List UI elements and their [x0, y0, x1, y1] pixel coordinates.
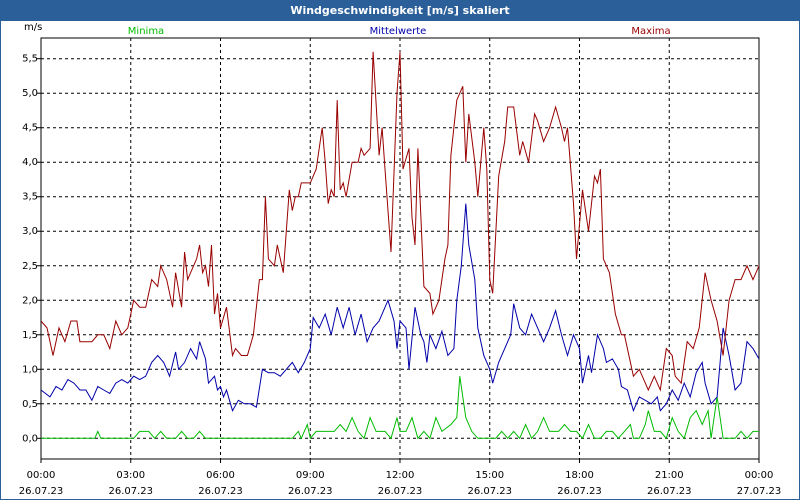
x-tick-time: 00:00 [27, 470, 56, 481]
series-line-minima [41, 376, 759, 440]
window-title: Windgeschwindigkeit [m/s] skaliert [1, 1, 799, 21]
x-tick-date: 26.07.23 [19, 486, 64, 497]
x-tick-time: 18:00 [565, 470, 594, 481]
legend-minima: Minima [128, 26, 164, 37]
x-tick-date: 27.07.23 [737, 486, 782, 497]
series-line-maxima [41, 51, 759, 392]
y-tick-label: 0,5 [22, 399, 38, 410]
x-tick-date: 26.07.23 [198, 486, 243, 497]
x-tick-time: 15:00 [475, 470, 504, 481]
y-tick-label: 4,5 [22, 123, 38, 134]
x-tick-time: 00:00 [745, 470, 774, 481]
wind-speed-chart: 0,0 0,5 1,0 1,5 2,0 2,5 3,0 3,5 4,0 4,5 5,0 5,5 m/s 0… [19, 22, 782, 497]
y-tick-label: 1,0 [22, 364, 38, 375]
legend-maxima: Maxima [631, 26, 670, 37]
y-tick-label: 5,0 [22, 88, 38, 99]
y-tick-label: 2,5 [22, 261, 38, 272]
x-tick-date: 26.07.23 [647, 486, 692, 497]
x-tick-date: 26.07.23 [108, 486, 153, 497]
y-tick-label: 5,5 [22, 54, 38, 65]
x-tick-time: 12:00 [386, 470, 415, 481]
y-tick-label: 1,5 [22, 330, 38, 341]
y-tick-label: 4,0 [22, 157, 38, 168]
x-tick-date: 26.07.23 [288, 486, 333, 497]
series-line-mittelwerte [41, 203, 759, 413]
y-tick-label: 2,0 [22, 295, 38, 306]
y-tick-label: 3,5 [22, 192, 38, 203]
x-tick-date: 26.07.23 [467, 486, 512, 497]
x-tick-time: 21:00 [655, 470, 684, 481]
legend-mittelwerte: Mittelwerte [370, 26, 427, 37]
x-tick-time: 06:00 [206, 470, 235, 481]
x-tick-time: 03:00 [116, 470, 145, 481]
x-tick-date: 26.07.23 [378, 486, 423, 497]
x-tick-date: 26.07.23 [557, 486, 602, 497]
y-axis-unit: m/s [24, 22, 42, 33]
y-tick-label: 3,0 [22, 226, 38, 237]
x-tick-time: 09:00 [296, 470, 325, 481]
y-tick-label: 0,0 [22, 433, 38, 444]
